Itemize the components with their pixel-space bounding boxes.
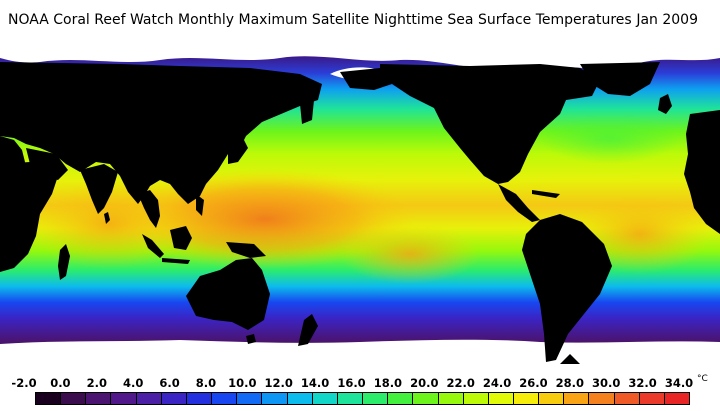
colorbar-tick-label: 28.0 xyxy=(555,376,585,390)
kamchatka xyxy=(300,100,314,124)
colorbar-labels: -2.0 0.0 2.0 4.0 6.0 8.0 10.0 12.0 14.0 16.0 18.0 2… xyxy=(0,374,720,392)
colorbar-tick-label: 18.0 xyxy=(373,376,403,390)
africa-east-coast xyxy=(0,162,58,272)
colorbar-swatch xyxy=(61,393,87,404)
colorbar-swatch xyxy=(488,393,514,404)
arabian-peninsula xyxy=(26,148,68,180)
colorbar-tick-label: 24.0 xyxy=(482,376,512,390)
antarctica-peninsula xyxy=(560,354,580,364)
colorbar-tick-label: 6.0 xyxy=(159,376,180,390)
north-atlantic-cool-band xyxy=(540,114,680,164)
colorbar-swatch xyxy=(312,393,338,404)
colorbar-swatch xyxy=(161,393,187,404)
australia xyxy=(186,258,270,330)
iberia-west-africa xyxy=(684,110,720,234)
indian-subcontinent xyxy=(80,164,118,214)
colorbar-swatch xyxy=(614,393,640,404)
japan xyxy=(228,136,248,164)
java xyxy=(162,258,190,264)
colorbar-swatch xyxy=(237,393,263,404)
sst-world-map xyxy=(0,44,720,367)
colorbar-swatch xyxy=(287,393,313,404)
colorbar-swatch xyxy=(664,393,690,404)
colorbar-swatch xyxy=(363,393,389,404)
colorbar-swatch xyxy=(111,393,137,404)
figure-title: NOAA Coral Reef Watch Monthly Maximum Sa… xyxy=(8,12,632,28)
colorbar-swatch xyxy=(564,393,590,404)
colorbar-tick-label: 10.0 xyxy=(228,376,257,390)
alaska xyxy=(340,68,392,90)
colorbar xyxy=(35,392,690,405)
colorbar-swatch xyxy=(438,393,464,404)
south-america xyxy=(522,214,612,362)
british-isles xyxy=(658,94,672,114)
colorbar-tick-label: 2.0 xyxy=(86,376,107,390)
colorbar-swatch xyxy=(136,393,162,404)
colorbar-swatch xyxy=(212,393,238,404)
colorbar-swatch xyxy=(463,393,489,404)
colorbar-tick-label: 30.0 xyxy=(592,376,621,390)
greenland xyxy=(580,62,660,96)
north-america xyxy=(380,64,600,184)
colorbar-swatch xyxy=(513,393,540,404)
colorbar-swatch xyxy=(639,393,665,404)
colorbar-tick-label: 32.0 xyxy=(628,376,657,390)
colorbar-swatch xyxy=(539,393,565,404)
figure-title-bar: NOAA Coral Reef Watch Monthly Maximum Sa… xyxy=(0,12,720,32)
central-america xyxy=(498,184,540,222)
colorbar-swatch xyxy=(186,393,213,404)
figure-date: Jan 2009 xyxy=(636,12,698,28)
land-masses xyxy=(0,62,720,364)
colorbar-tick-label: 12.0 xyxy=(264,376,293,390)
cuba xyxy=(532,190,560,198)
sri-lanka xyxy=(104,212,110,224)
southeast-asia xyxy=(138,190,160,228)
colorbar-tick-label: 0.0 xyxy=(50,376,71,390)
colorbar-tick-label: 34.0 xyxy=(664,376,694,390)
madagascar xyxy=(58,244,70,280)
colorbar-swatch xyxy=(589,393,615,404)
colorbar-swatch xyxy=(337,393,364,404)
colorbar-tick-label: -2.0 xyxy=(11,376,37,390)
colorbar-swatch xyxy=(388,393,414,404)
colorbar-tick-label: 22.0 xyxy=(446,376,475,390)
borneo xyxy=(170,226,192,250)
philippines xyxy=(196,194,204,216)
colorbar-tick-label: 16.0 xyxy=(337,376,366,390)
colorbar-tick-label: 26.0 xyxy=(519,376,548,390)
colorbar-swatch xyxy=(36,393,62,404)
colorbar-swatch xyxy=(413,393,439,404)
tasmania xyxy=(246,334,256,344)
colorbar-unit: °C xyxy=(697,374,708,384)
eurasia-landmass xyxy=(0,62,322,204)
new-zealand xyxy=(298,314,318,346)
south-pacific-warm-area xyxy=(340,224,480,284)
colorbar-tick-label: 14.0 xyxy=(300,376,330,390)
colorbar-swatch xyxy=(86,393,112,404)
colorbar-tick-label: 20.0 xyxy=(410,376,439,390)
colorbar-tick-label: 8.0 xyxy=(195,376,217,390)
new-guinea xyxy=(226,242,266,258)
sumatra xyxy=(142,234,164,258)
colorbar-swatch xyxy=(262,393,288,404)
colorbar-tick-label: 4.0 xyxy=(122,376,144,390)
